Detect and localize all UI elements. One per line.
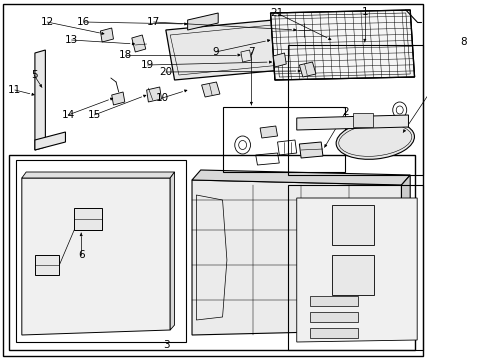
Bar: [74, 208, 102, 230]
Text: 3: 3: [163, 340, 170, 350]
Bar: [353, 113, 372, 127]
Text: 2: 2: [342, 107, 348, 117]
Text: 17: 17: [147, 17, 160, 27]
Bar: [331, 255, 373, 295]
Bar: [16, 160, 185, 342]
Polygon shape: [111, 92, 124, 105]
Text: 18: 18: [119, 50, 132, 60]
Polygon shape: [201, 82, 220, 97]
Text: 20: 20: [159, 67, 172, 77]
Polygon shape: [187, 13, 218, 30]
Text: 15: 15: [87, 110, 101, 120]
Polygon shape: [305, 205, 383, 260]
Polygon shape: [401, 175, 409, 330]
Text: 11: 11: [8, 85, 21, 95]
Text: 13: 13: [65, 35, 78, 45]
Polygon shape: [22, 172, 174, 178]
Polygon shape: [35, 132, 65, 150]
Text: 9: 9: [212, 47, 219, 57]
Polygon shape: [100, 28, 113, 42]
Text: 6: 6: [78, 250, 84, 260]
Polygon shape: [299, 142, 322, 158]
Bar: [287, 185, 423, 350]
Polygon shape: [260, 126, 277, 138]
Text: 12: 12: [41, 17, 54, 27]
Text: 16: 16: [77, 17, 90, 27]
Polygon shape: [296, 198, 416, 342]
Bar: [309, 328, 357, 338]
Bar: [309, 312, 357, 322]
Polygon shape: [273, 53, 285, 67]
Bar: [35, 255, 59, 275]
Polygon shape: [296, 115, 407, 130]
Text: 1: 1: [361, 7, 367, 17]
Polygon shape: [270, 10, 414, 80]
Polygon shape: [192, 170, 409, 185]
Text: 5: 5: [31, 70, 37, 80]
Text: 21: 21: [269, 8, 283, 18]
Polygon shape: [132, 35, 145, 52]
Polygon shape: [22, 178, 170, 335]
Bar: [331, 205, 373, 245]
Text: 7: 7: [247, 47, 254, 57]
Polygon shape: [170, 172, 174, 330]
Polygon shape: [165, 15, 335, 80]
Text: 8: 8: [459, 37, 466, 47]
Ellipse shape: [335, 121, 414, 159]
Text: 14: 14: [61, 110, 75, 120]
Bar: [309, 296, 357, 306]
Polygon shape: [35, 50, 45, 150]
Bar: [287, 45, 423, 175]
Polygon shape: [305, 265, 383, 315]
Text: 19: 19: [141, 60, 154, 70]
Bar: [222, 107, 344, 172]
Bar: [9, 155, 414, 350]
Polygon shape: [299, 62, 315, 77]
Polygon shape: [192, 180, 401, 335]
Text: 10: 10: [156, 93, 168, 103]
Polygon shape: [457, 170, 479, 185]
Polygon shape: [146, 87, 161, 102]
